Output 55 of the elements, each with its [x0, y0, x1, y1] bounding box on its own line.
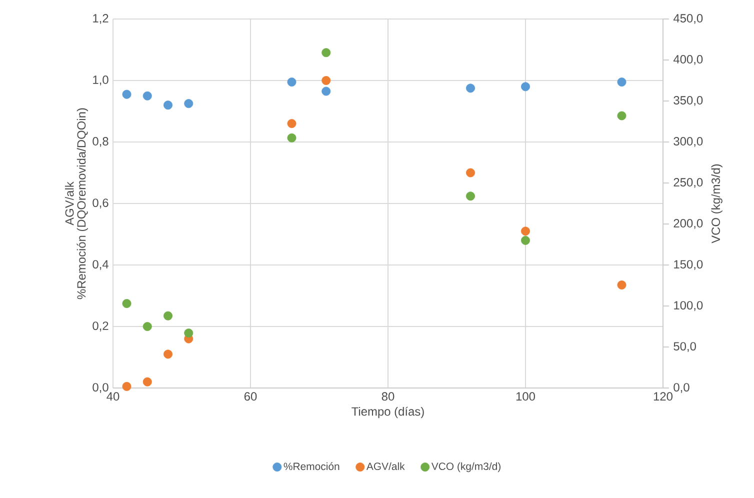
point: [164, 311, 172, 320]
point: [521, 82, 530, 92]
y-tick-label: 1,0: [93, 76, 108, 86]
y2-tick-label: 0,0: [674, 383, 690, 393]
point: [617, 111, 626, 120]
y2-tick-label: 400,0: [673, 55, 703, 65]
y2-tick-label: 100,0: [674, 301, 703, 311]
x-tick-label: 40: [106, 392, 120, 401]
point: [142, 377, 152, 386]
point: [322, 48, 331, 58]
point: [322, 76, 331, 85]
point: [142, 322, 152, 331]
legend-label: VCO (kg/m3/d): [431, 462, 500, 472]
point: [521, 226, 530, 236]
y-tick-label: 0,6: [92, 198, 108, 208]
y2-tick-label: 250,0: [674, 178, 703, 188]
legend-label: %Remoción: [284, 462, 340, 470]
x-axis-title: Tiempo (días): [352, 406, 424, 418]
point: [184, 99, 194, 108]
point: [466, 84, 475, 93]
y2-tick-label: 450,0: [673, 14, 703, 24]
point: [122, 382, 132, 391]
point: [287, 119, 296, 128]
y2-tick-label: 300,0: [674, 137, 703, 147]
point: [142, 91, 152, 100]
y2-tick-label: 150,0: [674, 260, 703, 270]
y-tick-label: 0,2: [92, 322, 108, 332]
x-tick-label: 80: [382, 392, 394, 401]
point: [466, 192, 475, 201]
point: [164, 350, 172, 359]
y-tick-label: 0,8: [92, 137, 108, 147]
point: [122, 299, 132, 308]
text: AGV/alk: [64, 182, 74, 226]
point: [521, 236, 530, 245]
text: %Remoción (DQOremovida/DQOin): [76, 108, 88, 300]
point: [164, 100, 172, 110]
point: [122, 90, 132, 99]
point: [287, 133, 296, 142]
y2-tick-label: 50,0: [674, 342, 696, 352]
y2-tick-label: 350,0: [674, 96, 703, 106]
y2-axis-title: VCO (kg/m3/d): [711, 164, 722, 244]
point: [287, 78, 296, 87]
x-tick-label: 120: [654, 392, 673, 401]
y2-tick-label: 200,0: [674, 219, 703, 229]
x-tick-label: 60: [244, 392, 257, 401]
point: [466, 168, 475, 178]
point: [184, 328, 194, 338]
y-tick-label: 1,2: [93, 14, 108, 24]
legend-label: AGV/alk: [366, 462, 405, 470]
point: [617, 78, 626, 87]
y-tick-label: 0,4: [92, 260, 108, 270]
x-tick-label: 100: [516, 392, 536, 401]
point: [322, 86, 331, 96]
y-tick-label: 0,0: [92, 383, 108, 393]
point: [617, 280, 626, 290]
